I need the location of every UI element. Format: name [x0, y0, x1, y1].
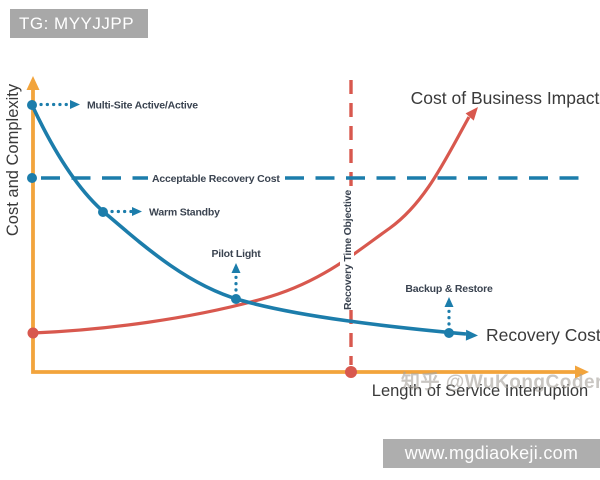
x-axis-arrow-icon: [575, 365, 589, 379]
recovery-cost-curve: [30, 104, 467, 336]
acceptable-label-mask: [148, 169, 279, 186]
recovery-cost-arrow-icon: [465, 329, 478, 341]
backup-restore-arrowhead-icon: [444, 297, 454, 307]
y-axis-arrow-icon: [26, 76, 40, 90]
warm-standby-dot: [98, 207, 108, 217]
annotation-backup-restore: Backup & Restore: [405, 283, 493, 295]
rto-label-mask: [340, 193, 354, 307]
warm-standby-arrowhead-icon: [132, 207, 142, 216]
multi-site-arrowhead-icon: [70, 100, 80, 109]
annotation-warm-standby: Warm Standby: [149, 207, 220, 219]
acceptable-recovery-cost-label: Acceptable Recovery Cost: [152, 173, 280, 185]
website-badge: www.mgdiaokeji.com: [383, 439, 600, 468]
tg-badge: TG: MYYJJPP: [10, 9, 149, 38]
x-axis-title: Length of Service Interruption: [372, 382, 588, 400]
multi-site-dot: [27, 100, 37, 110]
recovery-time-objective-label: Recovery Time Objective: [342, 190, 354, 310]
pilot-light-dot: [231, 294, 241, 304]
acceptable-cost-dot: [27, 173, 37, 183]
recovery-cost-curve-label: Recovery Cost: [486, 325, 600, 345]
business-impact-curve-label: Cost of Business Impact: [411, 88, 600, 108]
pilot-light-arrowhead-icon: [231, 263, 241, 273]
rto-axis-dot: [345, 366, 357, 378]
annotation-pilot-light: Pilot Light: [211, 248, 261, 260]
business-impact-arrow-icon: [465, 107, 478, 121]
annotation-multi-site: Multi-Site Active/Active: [87, 100, 198, 112]
y-axis-title: Cost and Complexity: [4, 83, 22, 236]
backup-restore-dot: [444, 328, 454, 338]
business-impact-start-dot: [27, 327, 39, 339]
business-impact-curve: [32, 116, 471, 335]
